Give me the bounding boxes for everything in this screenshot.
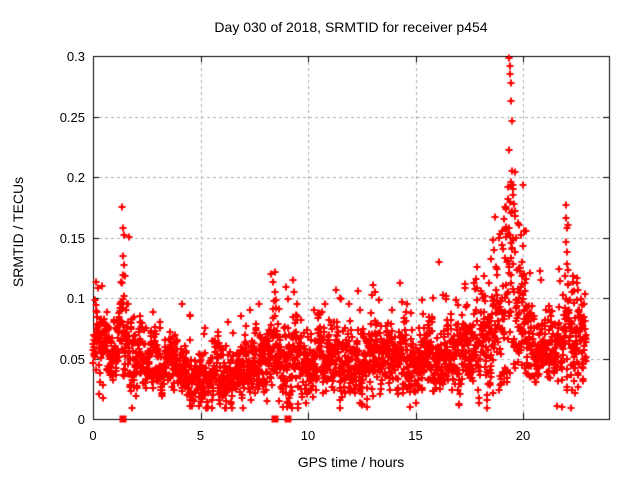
y-tick-label: 0.1 (66, 291, 85, 306)
y-tick-label: 0.2 (66, 170, 85, 185)
x-tick-label: 15 (408, 428, 423, 443)
y-tick-label: 0.15 (59, 230, 85, 246)
x-tick-label: 5 (196, 428, 205, 443)
y-tick-label: 0.05 (59, 351, 85, 367)
x-tick-label: 0 (89, 428, 97, 443)
x-axis-label: GPS time / hours (297, 454, 405, 470)
y-tick-label: 0 (77, 412, 85, 427)
x-tick-label: 10 (300, 428, 316, 443)
y-tick-label: 0.3 (66, 49, 85, 64)
x-tick-label: 20 (515, 428, 531, 443)
chart-title: Day 030 of 2018, SRMTID for receiver p45… (214, 19, 488, 35)
y-axis-label: SRMTID / TECUs (10, 176, 26, 288)
y-tick-label: 0.25 (59, 109, 85, 125)
